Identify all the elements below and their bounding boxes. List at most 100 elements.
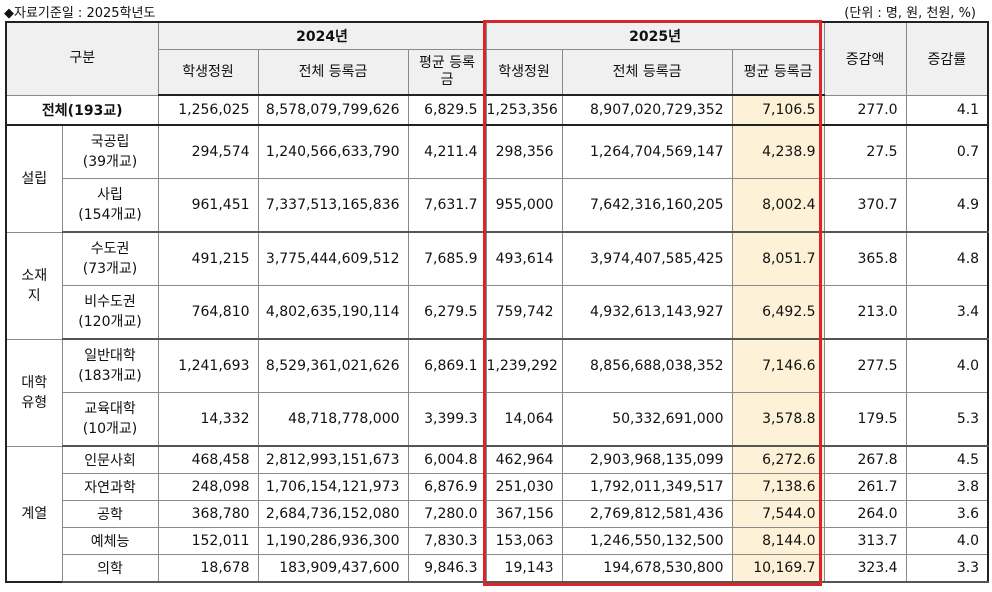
subcategory-label: 공학 [61, 500, 159, 528]
cell-increase-rate: 4.5 [905, 445, 989, 474]
cell-total-tuition-2025: 8,856,688,038,352 [561, 338, 733, 393]
cell-total-tuition-2025: 3,974,407,585,425 [561, 231, 733, 286]
table-row: 설립 국공립 (39개교) 294,574 1,240,566,633,790 4,211… [5, 124, 989, 233]
cell-increase-amount: 213.0 [823, 285, 907, 340]
cell-increase-rate: 3.4 [905, 285, 989, 340]
header-avg-tuition-2025: 평균 등록금 [731, 49, 825, 96]
cell-students-2024: 14,332 [157, 392, 259, 447]
table-row: 공학 368,780 2,684,736,152,080 7,280.0 367,156… [6, 500, 989, 528]
table-row: 계열 인문사회 468,458 2,812,993,151,673 6,004.8 462… [5, 445, 989, 583]
cell-increase-rate: 4.8 [905, 231, 989, 286]
cell-students-2024: 368,780 [157, 500, 259, 528]
header-total-tuition-2025: 전체 등록금 [561, 49, 733, 96]
cell-increase-amount: 323.4 [823, 554, 907, 583]
cell-total-tuition-2025: 194,678,530,800 [561, 554, 733, 583]
table-row: 예체능 152,011 1,190,286,936,300 7,830.3 153,06… [6, 527, 989, 555]
total-label: 전체(193교) [5, 94, 159, 126]
cell-students-2025: 298,356 [485, 124, 563, 179]
cell-increase-amount: 277.0 [823, 94, 907, 126]
cell-avg-tuition-2025: 8,051.7 [731, 231, 825, 286]
cell-students-2025: 367,156 [485, 500, 563, 528]
cell-increase-amount: 179.5 [823, 392, 907, 447]
cell-increase-amount: 277.5 [823, 338, 907, 393]
cell-students-2024: 152,011 [157, 527, 259, 555]
cell-increase-amount: 267.8 [823, 445, 907, 474]
subcategory-label: 인문사회 [61, 445, 159, 474]
cell-total-tuition-2024: 2,684,736,152,080 [257, 500, 409, 528]
cell-avg-tuition-2024: 6,829.5 [407, 94, 487, 126]
cell-total-tuition-2024: 1,706,154,121,973 [257, 473, 409, 501]
cell-students-2025: 251,030 [485, 473, 563, 501]
cell-avg-tuition-2025: 3,578.8 [731, 392, 825, 447]
cell-total-tuition-2025: 2,769,812,581,436 [561, 500, 733, 528]
cell-students-2025: 153,063 [485, 527, 563, 555]
table-row: 사립 (154개교) 961,451 7,337,513,165,836 7,631.7… [6, 178, 989, 233]
cell-avg-tuition-2025: 7,106.5 [731, 94, 825, 126]
cell-total-tuition-2024: 2,812,993,151,673 [257, 445, 409, 474]
cell-total-tuition-2024: 48,718,778,000 [257, 392, 409, 447]
subcategory-name: 공학 [97, 507, 123, 523]
subcategory-name: 교육대학 [84, 401, 136, 417]
cell-avg-tuition-2024: 7,830.3 [407, 527, 487, 555]
cell-avg-tuition-2025: 7,138.6 [731, 473, 825, 501]
header-2024: 2024년 [157, 21, 487, 50]
cell-increase-amount: 365.8 [823, 231, 907, 286]
category-label: 설립 [5, 124, 63, 233]
cell-total-tuition-2024: 8,578,079,799,626 [257, 94, 409, 126]
cell-students-2025: 14,064 [485, 392, 563, 447]
subcategory-name: 국공립 [90, 134, 130, 150]
cell-total-tuition-2024: 3,775,444,609,512 [257, 231, 409, 286]
school-count: (154개교) [78, 207, 142, 223]
cell-students-2025: 955,000 [485, 178, 563, 233]
cell-students-2024: 248,098 [157, 473, 259, 501]
cell-total-tuition-2024: 1,240,566,633,790 [257, 124, 409, 179]
table-row: 소재지 수도권 (73개교) 491,215 3,775,444,609,512 7,68… [5, 231, 989, 340]
cell-increase-amount: 27.5 [823, 124, 907, 179]
cell-students-2025: 1,239,292 [485, 338, 563, 393]
table-caption: ◆자료기준일 : 2025학년도 (단위 : 명, 원, 천원, %) [0, 0, 992, 22]
category-label: 계열 [5, 445, 63, 583]
cell-increase-rate: 4.9 [905, 178, 989, 233]
subcategory-name: 수도권 [90, 241, 130, 257]
cell-avg-tuition-2025: 10,169.7 [731, 554, 825, 583]
subcategory-label: 교육대학 (10개교) [61, 392, 159, 447]
cell-students-2024: 764,810 [157, 285, 259, 340]
cell-increase-amount: 261.7 [823, 473, 907, 501]
table-row: 의학 18,678 183,909,437,600 9,846.3 19,143 194,… [6, 554, 989, 583]
subcategory-name: 비수도권 [84, 294, 136, 310]
cell-increase-rate: 4.1 [905, 94, 989, 126]
category-label: 소재지 [5, 231, 63, 340]
cell-students-2025: 19,143 [485, 554, 563, 583]
cell-students-2024: 1,256,025 [157, 94, 259, 126]
cell-students-2024: 961,451 [157, 178, 259, 233]
cell-students-2024: 491,215 [157, 231, 259, 286]
cell-students-2025: 462,964 [485, 445, 563, 474]
header-students-2024: 학생정원 [157, 49, 259, 96]
cell-students-2024: 468,458 [157, 445, 259, 474]
cell-total-tuition-2024: 8,529,361,021,626 [257, 338, 409, 393]
subcategory-name: 예체능 [90, 534, 130, 550]
cell-total-tuition-2025: 2,903,968,135,099 [561, 445, 733, 474]
cell-avg-tuition-2024: 4,211.4 [407, 124, 487, 179]
subcategory-name: 사립 [97, 187, 123, 203]
cell-total-tuition-2025: 1,246,550,132,500 [561, 527, 733, 555]
cell-increase-amount: 264.0 [823, 500, 907, 528]
subcategory-label: 일반대학 (183개교) [61, 338, 159, 393]
subcategory-name: 의학 [97, 561, 123, 577]
cell-avg-tuition-2024: 6,004.8 [407, 445, 487, 474]
cell-increase-rate: 3.3 [905, 554, 989, 583]
cell-avg-tuition-2024: 3,399.3 [407, 392, 487, 447]
header-avg-tuition-2024: 평균 등록금 [407, 49, 487, 96]
table-row: 교육대학 (10개교) 14,332 48,718,778,000 3,399.3 14,… [6, 392, 989, 447]
cell-increase-rate: 0.7 [905, 124, 989, 179]
cell-total-tuition-2025: 1,264,704,569,147 [561, 124, 733, 179]
subcategory-label: 예체능 [61, 527, 159, 555]
cell-avg-tuition-2025: 7,544.0 [731, 500, 825, 528]
unit-note: (단위 : 명, 원, 천원, %) [844, 6, 976, 21]
subcategory-label: 국공립 (39개교) [61, 124, 159, 179]
cell-avg-tuition-2025: 4,238.9 [731, 124, 825, 179]
subcategory-label: 의학 [61, 554, 159, 583]
tuition-table: 구분 2024년 2025년 증감액 증감률 학생정원 전체 등록금 평균 등록… [5, 21, 990, 583]
cell-increase-rate: 5.3 [905, 392, 989, 447]
cell-increase-rate: 3.8 [905, 473, 989, 501]
